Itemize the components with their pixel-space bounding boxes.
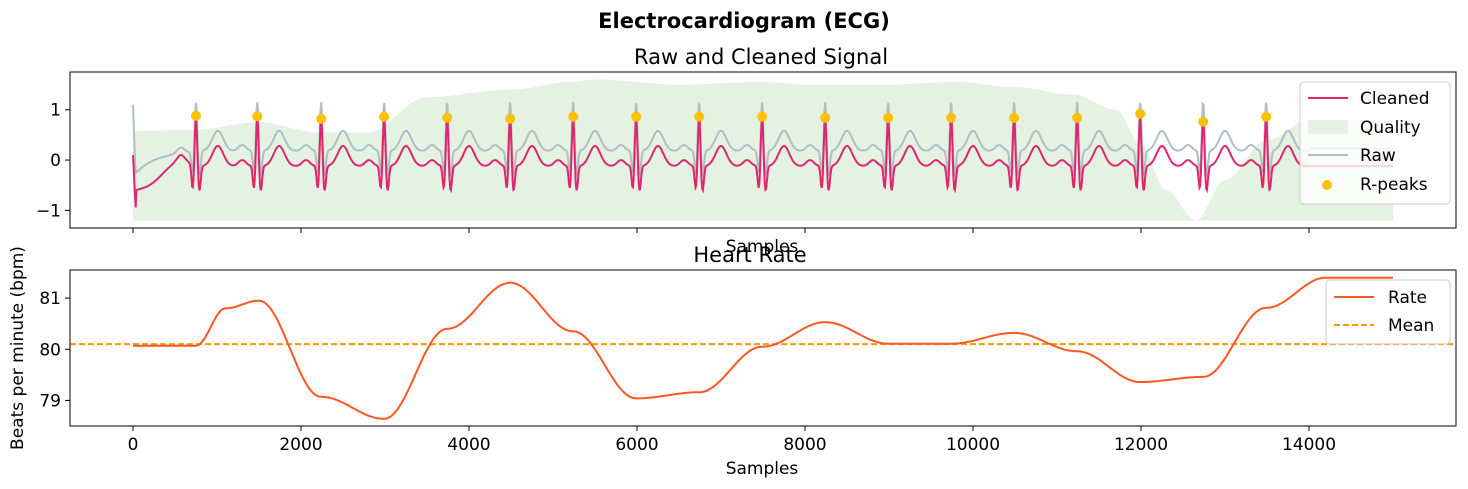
rate-path bbox=[133, 276, 1393, 420]
panel1-title: Raw and Cleaned Signal bbox=[634, 45, 888, 69]
panel2-title: Heart Rate bbox=[693, 243, 806, 267]
heart-rate-panel: Heart Rate 0 2000 4000 6000 8000 10000 12000 14… bbox=[8, 243, 1457, 479]
panel1-xlabel: Samples bbox=[726, 237, 799, 257]
panel2-ytick-label: 79 bbox=[39, 391, 61, 411]
rpeak-point bbox=[1009, 112, 1020, 123]
panel2-xlabel: Samples bbox=[726, 459, 799, 479]
raw-cleaned-panel: Raw and Cleaned Signal −1 0 1 Samples Clea… bbox=[36, 45, 1457, 257]
rpeak-point bbox=[379, 111, 390, 122]
rpeak-point bbox=[631, 111, 642, 122]
rpeak-point bbox=[694, 111, 705, 122]
panel2-xtick-label: 6000 bbox=[615, 435, 658, 455]
figure-title: Electrocardiogram (ECG) bbox=[598, 9, 890, 33]
legend-rpeaks-swatch bbox=[1322, 180, 1332, 190]
rpeak-point bbox=[820, 112, 831, 123]
panel2-ytick-label: 81 bbox=[39, 289, 61, 309]
panel1-legend-box bbox=[1299, 81, 1451, 205]
panel1-ytick-label: 1 bbox=[50, 101, 61, 121]
panel2-xtick-label: 10000 bbox=[946, 435, 1000, 455]
panel1-axes: −1 0 1 bbox=[36, 71, 1457, 233]
rpeak-point bbox=[252, 111, 263, 122]
legend-quality-label: Quality bbox=[1360, 118, 1421, 138]
rpeak-point bbox=[1135, 108, 1146, 119]
panel2-xtick-label: 2000 bbox=[279, 435, 322, 455]
panel2-xtick-label: 14000 bbox=[1282, 435, 1336, 455]
rpeak-point bbox=[1072, 112, 1083, 123]
panel2-frame bbox=[69, 269, 1457, 427]
panel1-frame bbox=[69, 71, 1457, 229]
legend-rate-label: Rate bbox=[1388, 288, 1427, 308]
rpeak-point bbox=[1198, 116, 1209, 127]
panel2-xtick-label: 4000 bbox=[447, 435, 490, 455]
panel2-legend: Rate Mean bbox=[1325, 279, 1451, 345]
rpeak-point bbox=[883, 112, 894, 123]
panel2-xtick-label: 8000 bbox=[783, 435, 826, 455]
panel2-ytick-label: 80 bbox=[39, 340, 61, 360]
legend-mean-label: Mean bbox=[1388, 316, 1434, 336]
rpeak-point bbox=[1261, 111, 1272, 122]
rate-line bbox=[133, 276, 1393, 420]
rpeak-point bbox=[505, 113, 516, 124]
panel2-ylabel: Beats per minute (bpm) bbox=[8, 246, 28, 450]
panel1-ytick-label: −1 bbox=[36, 201, 61, 221]
panel2-xtick-label: 12000 bbox=[1114, 435, 1168, 455]
rpeaks-markers bbox=[191, 108, 1272, 127]
legend-cleaned-label: Cleaned bbox=[1360, 89, 1430, 109]
panel1-legend: Cleaned Quality Raw R-peaks bbox=[1299, 81, 1451, 205]
rpeak-point bbox=[757, 111, 768, 122]
rpeak-point bbox=[946, 112, 957, 123]
rpeak-point bbox=[568, 111, 579, 122]
legend-raw-label: Raw bbox=[1360, 146, 1396, 166]
cleaned-signal-path bbox=[132, 116, 1393, 208]
panel1-ytick-label: 0 bbox=[50, 151, 61, 171]
legend-rpeaks-label: R-peaks bbox=[1360, 175, 1428, 195]
legend-quality-swatch bbox=[1308, 120, 1348, 134]
rpeak-point bbox=[316, 113, 327, 124]
rpeak-point bbox=[191, 110, 201, 121]
panel2-axes: 0 2000 4000 6000 8000 10000 12000 14000 79 80 81 bbox=[39, 269, 1457, 455]
rpeak-point bbox=[442, 112, 453, 123]
cleaned-signal-line bbox=[132, 116, 1393, 208]
panel2-xtick-label: 0 bbox=[128, 435, 139, 455]
